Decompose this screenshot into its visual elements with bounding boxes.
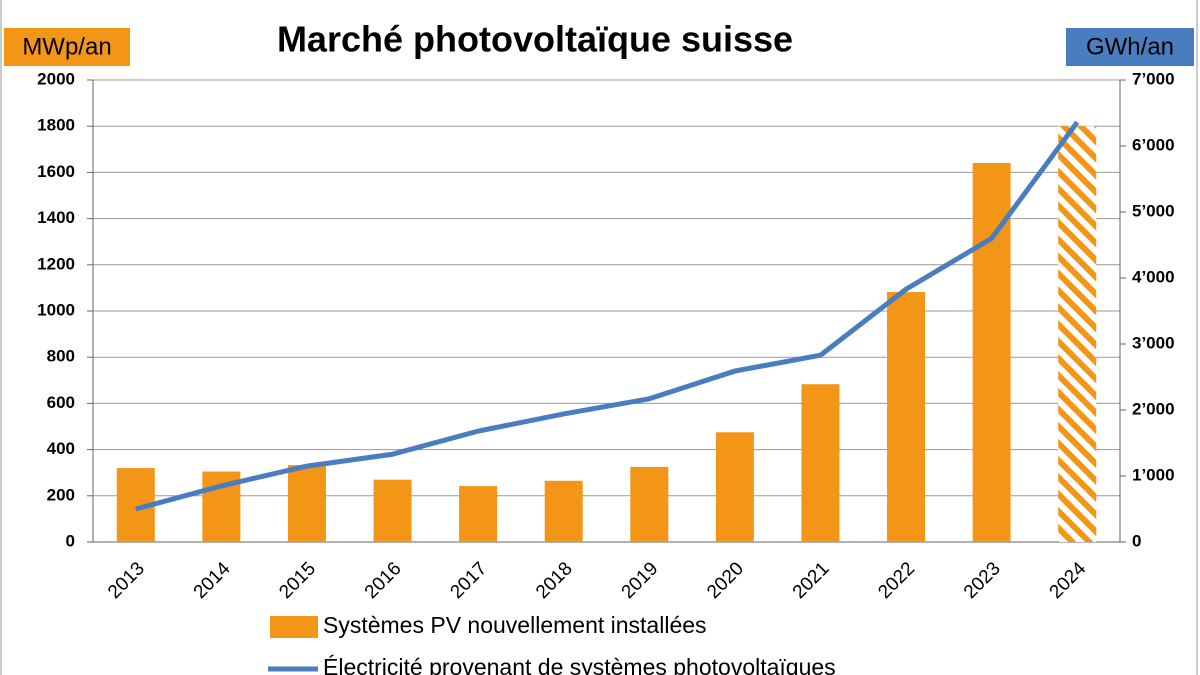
y2-tick-label: 2’000 (1132, 399, 1175, 418)
x-tick-label: 2016 (361, 558, 406, 603)
y-tick-label: 1600 (37, 162, 75, 181)
x-tick-label: 2013 (104, 558, 149, 603)
y2-tick-label: 6’000 (1132, 135, 1175, 154)
y-tick-label: 1000 (37, 300, 75, 319)
y2-tick-label: 7’000 (1132, 69, 1175, 88)
legend-label: Électricité provenant de systèmes photov… (323, 654, 836, 675)
x-tick-label: 2021 (789, 558, 834, 603)
y2-tick-label: 5’000 (1132, 201, 1175, 220)
legend-swatch (270, 616, 318, 638)
y2-tick-label: 4’000 (1132, 267, 1175, 286)
y-tick-label: 2000 (37, 69, 75, 88)
bar (1058, 126, 1097, 542)
y-tick-label: 1400 (37, 208, 75, 227)
y-tick-label: 1200 (37, 254, 75, 273)
y-tick-label: 600 (47, 393, 75, 412)
y-tick-label: 0 (66, 531, 75, 550)
chart-title: Marché photovoltaïque suisse (277, 19, 793, 60)
bar (801, 384, 840, 542)
line (135, 120, 1080, 512)
x-tick-label: 2023 (960, 558, 1005, 603)
y2-tick-label: 1’000 (1132, 465, 1175, 484)
bar (373, 479, 412, 542)
bar (715, 432, 754, 542)
x-tick-label: 2022 (874, 558, 919, 603)
bar (459, 486, 498, 542)
bar (630, 466, 669, 542)
y-tick-label: 200 (47, 485, 75, 504)
y2-axis-label: GWh/an (1086, 33, 1174, 60)
bar (887, 292, 926, 542)
y2-label-box (1066, 28, 1194, 66)
y-tick-label: 1800 (37, 116, 75, 135)
bar (544, 480, 583, 542)
x-tick-label: 2014 (190, 558, 235, 603)
x-tick-label: 2017 (446, 558, 491, 603)
legend-label: Systèmes PV nouvellement installées (323, 612, 707, 638)
y2-tick-label: 3’000 (1132, 333, 1175, 352)
x-tick-label: 2018 (532, 558, 577, 603)
y2-tick-label: 0 (1132, 531, 1141, 550)
y-tick-label: 400 (47, 439, 75, 458)
y-tick-label: 800 (47, 347, 75, 366)
x-tick-label: 2019 (618, 558, 663, 603)
y-label-box (4, 28, 130, 66)
bar (287, 465, 326, 542)
bar (972, 162, 1011, 542)
x-tick-label: 2015 (275, 558, 320, 603)
x-tick-label: 2020 (703, 558, 748, 603)
x-tick-label: 2024 (1046, 558, 1091, 603)
y-axis-label: MWp/an (22, 33, 111, 60)
